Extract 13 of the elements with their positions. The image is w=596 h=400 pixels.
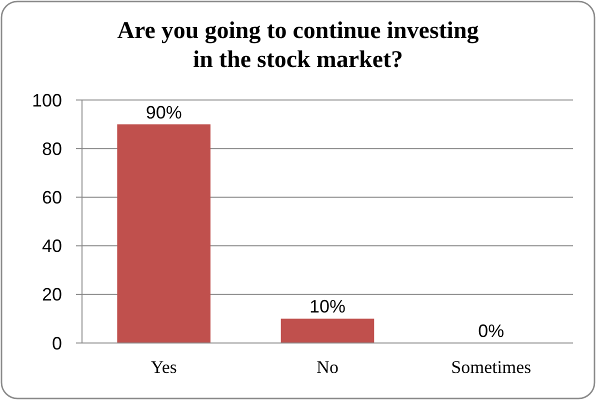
y-tick-label: 80 xyxy=(42,138,62,159)
y-tick-label: 20 xyxy=(42,284,62,305)
y-tick-label: 60 xyxy=(42,188,62,208)
y-tick-label: 100 xyxy=(32,90,62,110)
x-tick-label: Sometimes xyxy=(451,357,532,377)
data-label: 10% xyxy=(309,296,346,317)
x-tick-label: Yes xyxy=(150,357,177,377)
x-tick-label: No xyxy=(316,357,338,377)
data-label: 90% xyxy=(146,102,182,122)
y-tick-label: 40 xyxy=(42,236,62,256)
chart-title: Are you going to continue investing in the stock market? xyxy=(117,18,479,73)
data-label: 0% xyxy=(478,321,504,341)
y-tick-label: 0 xyxy=(52,333,62,354)
